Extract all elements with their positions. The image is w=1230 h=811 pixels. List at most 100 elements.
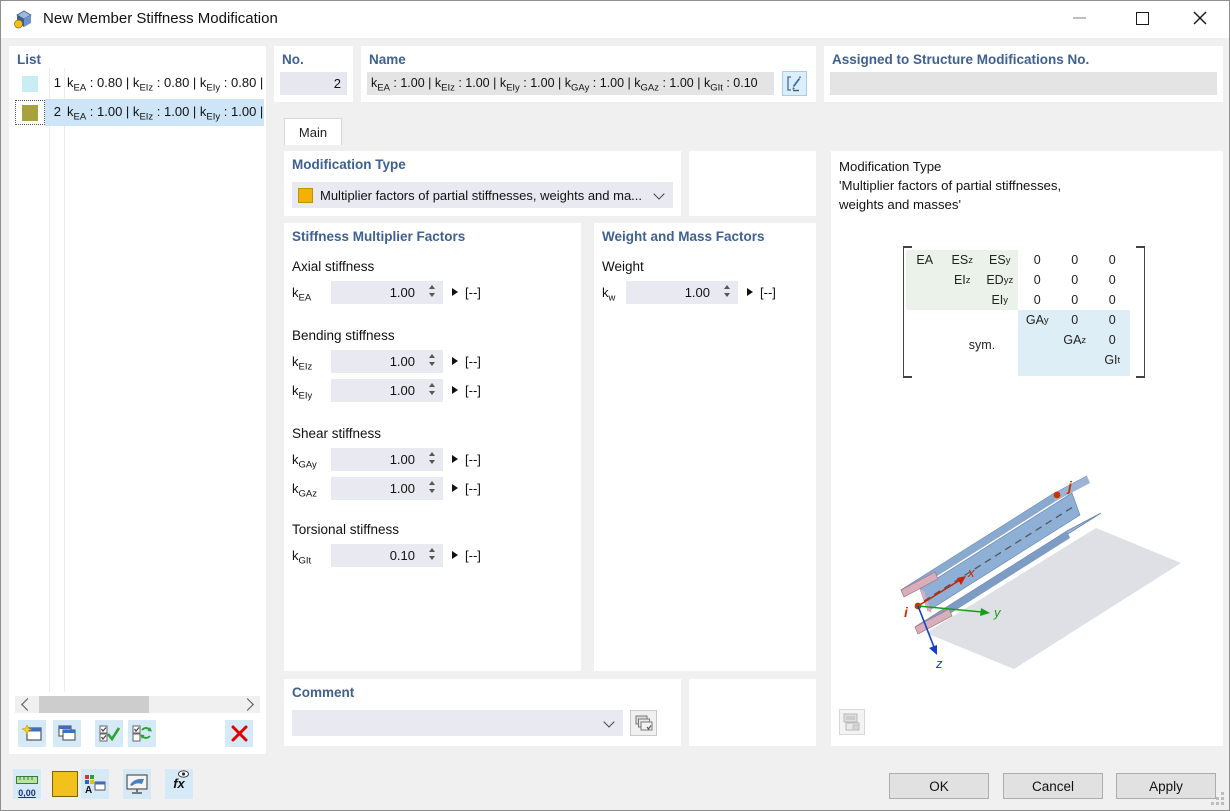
spin-down-icon[interactable] [429,391,435,395]
list-item-number: 2 [53,104,61,119]
apply-button[interactable]: Apply [1116,773,1216,799]
factor-row-kgit: kGIt 0.10 [--] [284,544,581,568]
spinner-arrows[interactable] [429,354,435,366]
new-item-button[interactable] [18,720,46,747]
no-field[interactable]: 2 [280,72,347,95]
kgaz-input[interactable]: 1.00 [331,477,443,500]
display-colors-button[interactable]: A [81,769,109,799]
comment-templates-button[interactable] [630,710,657,736]
spinner-arrows[interactable] [429,452,435,464]
monitor-icon [126,774,148,794]
spin-up-icon[interactable] [429,354,435,358]
rename-button[interactable] [782,71,807,96]
rendering-button[interactable] [123,769,151,799]
matrix-bracket [1136,246,1144,248]
modification-type-panel: Modification Type Multiplier factors of … [284,151,681,216]
copy-item-button[interactable] [53,720,81,747]
comment-combobox[interactable] [292,710,623,736]
close-button[interactable] [1177,1,1222,35]
spin-up-icon[interactable] [429,548,435,552]
spin-down-icon[interactable] [429,293,435,297]
name-field[interactable]: kEA : 1.00 | kEIz : 1.00 | kEIy : 1.00 |… [367,72,774,95]
kgit-input[interactable]: 0.10 [331,544,443,567]
resize-grip[interactable] [1211,792,1225,806]
modification-type-header: Modification Type [292,157,406,172]
matrix-cell [906,270,944,290]
weight-header: Weight and Mass Factors [602,229,765,244]
decimal-places-button[interactable]: 0,00 [13,769,41,799]
picture-options-button[interactable] [839,709,865,735]
spacer-panel [689,679,816,746]
keiz-unit: [--] [465,354,481,369]
info-title: Modification Type [839,159,942,174]
spin-down-icon[interactable] [429,556,435,560]
kw-input[interactable]: 1.00 [626,281,738,304]
flyout-arrow-icon[interactable] [452,288,458,296]
no-header: No. [282,52,304,67]
list-item-selected[interactable]: 2 kEA : 1.00 | kEIz : 1.00 | kEIy : 1.00… [9,98,266,127]
list-item-swatch-cell[interactable] [15,100,45,125]
matrix-cell: 0 [1033,293,1041,307]
spin-up-icon[interactable] [724,285,730,289]
spin-up-icon[interactable] [429,285,435,289]
delete-item-button[interactable] [225,720,253,747]
spin-down-icon[interactable] [429,460,435,464]
keiy-input[interactable]: 1.00 [331,379,443,402]
spinner-arrows[interactable] [429,383,435,395]
scroll-left-icon[interactable] [21,698,34,711]
scroll-right-icon[interactable] [241,698,254,711]
matrix-cell: 0 [1108,253,1116,267]
spin-down-icon[interactable] [429,362,435,366]
flyout-arrow-icon[interactable] [747,288,753,296]
spinner-arrows[interactable] [429,285,435,297]
flyout-arrow-icon[interactable] [452,484,458,492]
list-item-swatch-cell[interactable] [15,71,45,96]
maximize-button[interactable] [1120,1,1165,35]
matrix-cell: GI t [1104,353,1121,367]
close-icon [1193,11,1206,25]
spinner-arrows[interactable] [429,481,435,493]
keiz-input[interactable]: 1.00 [331,350,443,373]
ok-label: OK [929,778,949,794]
kea-value: 1.00 [389,285,415,300]
color-swatch-button[interactable] [52,771,78,797]
tab-label: Main [298,124,328,140]
keiz-symbol: kEIz [292,354,313,373]
spinner-arrows[interactable] [429,548,435,560]
spin-up-icon[interactable] [429,452,435,456]
flyout-arrow-icon[interactable] [452,551,458,559]
matrix-cell: 0 [1108,333,1116,347]
kw-symbol: kw [602,285,616,304]
spin-up-icon[interactable] [429,481,435,485]
title-bar[interactable]: New Member Stiffness Modification [1,1,1229,38]
matrix-grid: EA ES z ES y 0 0 0 EI z ED yz 0 0 0 EI y 0 0 … [906,250,1131,370]
spinner-arrows[interactable] [724,285,730,297]
assigned-field[interactable] [830,72,1217,95]
scrollbar-thumb[interactable] [39,696,149,713]
flyout-arrow-icon[interactable] [452,386,458,394]
matrix-cell: 0 [1071,293,1079,307]
formula-visibility-button[interactable]: fx [165,769,193,799]
kgay-value: 1.00 [389,452,415,467]
minimize-button[interactable] [1057,1,1102,35]
kgay-input[interactable]: 1.00 [331,448,443,471]
list-item[interactable]: 1 kEA : 0.80 | kEIz : 0.80 | kEIy : 0.80… [9,69,266,98]
spin-up-icon[interactable] [429,383,435,387]
list-panel: List 1 kEA : 0.80 | kEIz : 0.80 | kEIy :… [9,46,266,754]
name-header: Name [369,52,406,67]
flyout-arrow-icon[interactable] [452,357,458,365]
kea-input[interactable]: 1.00 [331,281,443,304]
tab-main[interactable]: Main [284,118,342,145]
matrix-cell: EI z [953,273,971,287]
spin-down-icon[interactable] [724,293,730,297]
invert-selection-button[interactable] [128,720,156,747]
ok-button[interactable]: OK [889,773,989,799]
matrix-cell: 0 [1071,313,1079,327]
cancel-button[interactable]: Cancel [1003,773,1103,799]
spin-down-icon[interactable] [429,489,435,493]
modification-type-dropdown[interactable]: Multiplier factors of partial stiffnesse… [292,182,673,208]
flyout-arrow-icon[interactable] [452,455,458,463]
factor-row-keiy: kEIy 1.00 [--] [284,379,581,403]
horizontal-scrollbar[interactable] [15,696,260,713]
select-all-button[interactable] [95,720,123,747]
